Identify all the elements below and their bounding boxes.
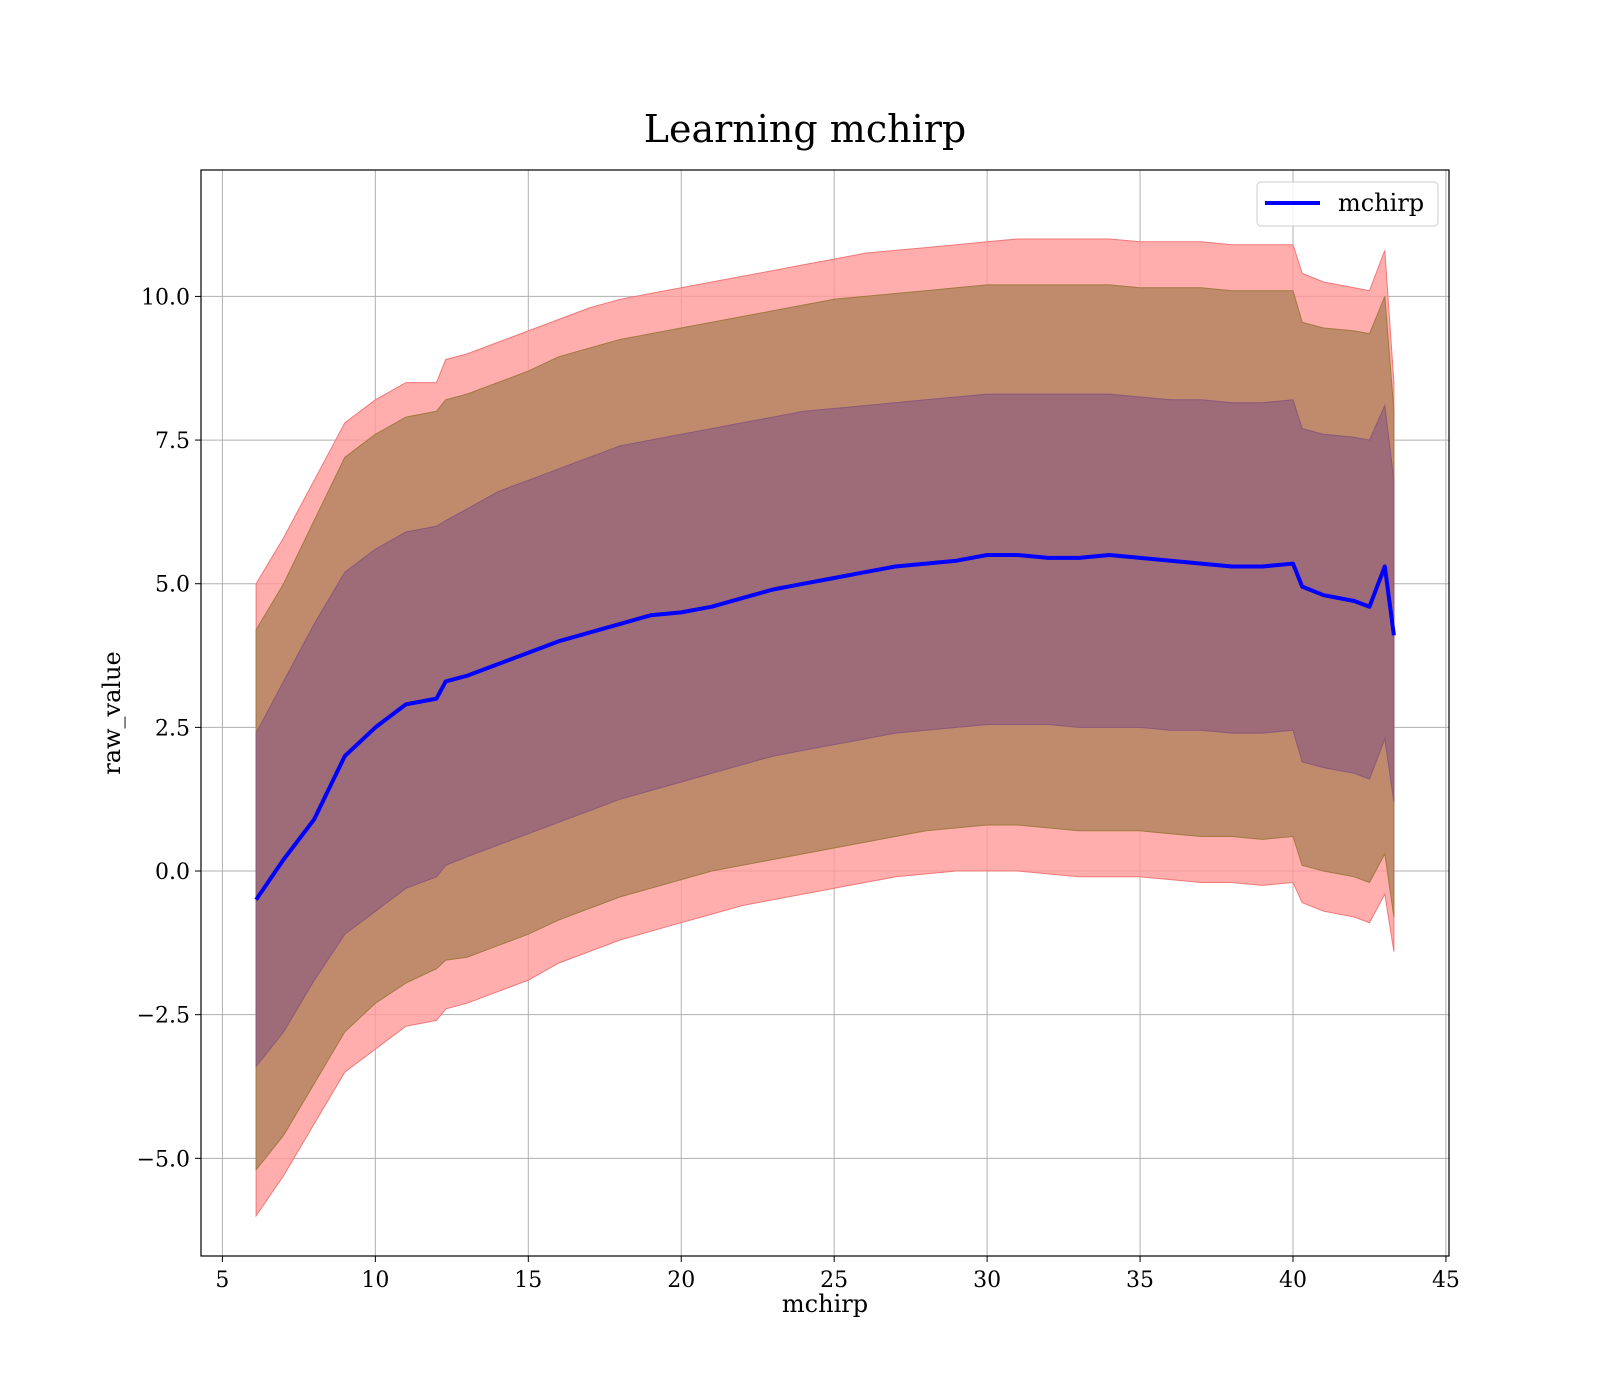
y-tick-label-0: −5.0 [137,1147,190,1172]
y-axis-label: raw_value [98,651,126,775]
legend-box [1256,181,1439,227]
x-tick-label-2: 15 [514,1268,542,1293]
x-tick-label-0: 5 [215,1268,229,1293]
y-tick-label-1: −2.5 [137,1004,190,1029]
chart-title: Learning mchirp [644,107,966,151]
x-tick-label-6: 35 [1126,1268,1154,1293]
x-tick-label-1: 10 [361,1268,389,1293]
x-axis-ticks: 5 10 15 20 25 30 35 40 45 [215,1256,1460,1293]
legend-label-mchirp: mchirp [1338,189,1424,217]
legend: mchirp [1256,181,1439,227]
y-tick-label-5: 7.5 [155,429,190,454]
series-group [254,553,1396,901]
series-line-0 [254,553,1396,901]
y-tick-label-2: 0.0 [155,860,190,885]
y-tick-label-4: 5.0 [155,573,190,598]
x-tick-label-7: 40 [1279,1268,1307,1293]
x-tick-label-5: 30 [973,1268,1001,1293]
bands-group [255,238,1395,1218]
x-tick-label-3: 20 [667,1268,695,1293]
band-2 [255,393,1395,1068]
y-tick-label-3: 2.5 [155,716,190,741]
x-tick-label-8: 45 [1432,1268,1460,1293]
x-axis-label: mchirp [782,1290,868,1318]
plot-frame [200,169,1450,1257]
x-tick-label-4: 25 [820,1268,848,1293]
y-axis-ticks: −5.0 −2.5 0.0 2.5 5.0 7.5 10.0 [137,285,201,1172]
y-tick-label-6: 10.0 [141,285,190,310]
